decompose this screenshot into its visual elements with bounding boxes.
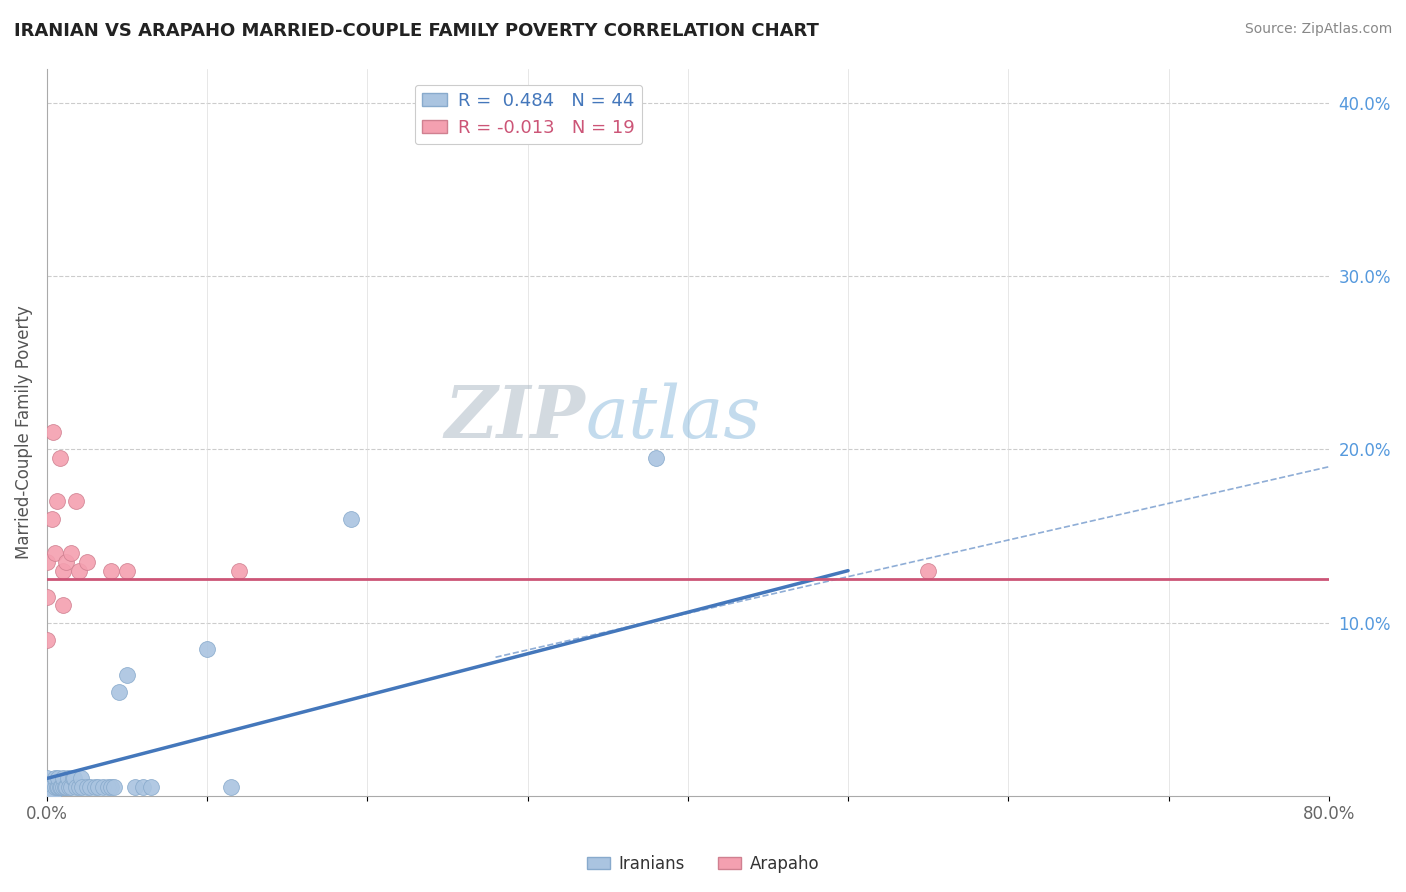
Text: IRANIAN VS ARAPAHO MARRIED-COUPLE FAMILY POVERTY CORRELATION CHART: IRANIAN VS ARAPAHO MARRIED-COUPLE FAMILY… xyxy=(14,22,818,40)
Point xyxy=(56,772,79,786)
Point xyxy=(67,780,90,794)
Point xyxy=(53,780,76,794)
Point xyxy=(100,564,122,578)
Point xyxy=(132,780,155,794)
Point xyxy=(58,780,80,794)
Text: ZIP: ZIP xyxy=(444,382,585,453)
Point xyxy=(51,780,73,794)
Point xyxy=(228,564,250,578)
Point xyxy=(59,780,82,794)
Point xyxy=(69,772,91,786)
Point xyxy=(195,641,218,656)
Point xyxy=(76,555,98,569)
Point xyxy=(115,667,138,681)
Point xyxy=(79,780,101,794)
Point xyxy=(65,494,87,508)
Point xyxy=(35,590,58,604)
Point xyxy=(917,564,939,578)
Point xyxy=(340,512,363,526)
Point xyxy=(139,780,162,794)
Point xyxy=(42,789,65,803)
Y-axis label: Married-Couple Family Poverty: Married-Couple Family Poverty xyxy=(15,305,32,559)
Text: atlas: atlas xyxy=(585,383,761,453)
Point xyxy=(39,789,62,803)
Point xyxy=(115,564,138,578)
Point xyxy=(44,546,66,560)
Point xyxy=(63,772,86,786)
Point xyxy=(48,780,70,794)
Point xyxy=(70,780,93,794)
Point xyxy=(42,425,65,439)
Point xyxy=(84,780,107,794)
Point xyxy=(46,780,69,794)
Point xyxy=(35,555,58,569)
Point xyxy=(44,780,66,794)
Point xyxy=(35,780,58,794)
Point xyxy=(44,772,66,786)
Point xyxy=(45,494,67,508)
Point xyxy=(52,772,75,786)
Point xyxy=(87,780,110,794)
Point xyxy=(55,555,77,569)
Point xyxy=(97,780,120,794)
Legend: R =  0.484   N = 44, R = -0.013   N = 19: R = 0.484 N = 44, R = -0.013 N = 19 xyxy=(415,85,643,145)
Point xyxy=(41,780,63,794)
Point xyxy=(52,599,75,613)
Point xyxy=(124,780,146,794)
Point xyxy=(35,632,58,647)
Point xyxy=(39,780,62,794)
Point xyxy=(62,772,84,786)
Point xyxy=(67,564,90,578)
Point xyxy=(644,451,666,466)
Text: Source: ZipAtlas.com: Source: ZipAtlas.com xyxy=(1244,22,1392,37)
Point xyxy=(45,780,67,794)
Point xyxy=(35,772,58,786)
Point xyxy=(48,451,70,466)
Point xyxy=(103,780,125,794)
Legend: Iranians, Arapaho: Iranians, Arapaho xyxy=(581,848,825,880)
Point xyxy=(76,780,98,794)
Point xyxy=(91,780,114,794)
Point xyxy=(55,780,77,794)
Point xyxy=(41,512,63,526)
Point xyxy=(35,789,58,803)
Point xyxy=(46,772,69,786)
Point xyxy=(100,780,122,794)
Point xyxy=(59,546,82,560)
Point xyxy=(108,685,131,699)
Point xyxy=(65,780,87,794)
Point xyxy=(52,780,75,794)
Point xyxy=(219,780,242,794)
Point xyxy=(52,564,75,578)
